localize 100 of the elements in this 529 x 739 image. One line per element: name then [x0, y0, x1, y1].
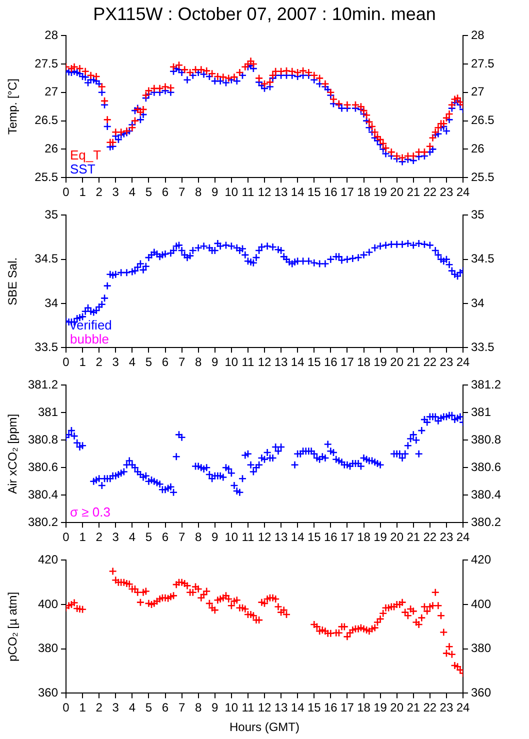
- y2-tick-label: 380.6: [471, 460, 502, 474]
- x-tick-label: 14: [290, 185, 305, 200]
- x-tick-label: 10: [224, 700, 238, 715]
- x-tick-label: 11: [242, 530, 255, 544]
- x-tick-label: 0: [62, 185, 70, 200]
- x-tick-label: 16: [324, 700, 338, 715]
- x-tick-label: 24: [456, 185, 470, 200]
- x-tick-label: 11: [242, 355, 255, 370]
- y2-tick-label: 27: [471, 84, 485, 99]
- y2-tick-label: 34.5: [471, 252, 495, 266]
- y-tick-label: 381: [38, 404, 58, 419]
- y-tick-label: 381.2: [28, 378, 58, 392]
- y-axis-title: Temp. [°C]: [6, 78, 20, 135]
- y2-tick-label: 25.5: [471, 170, 495, 184]
- y2-tick-label: 27.5: [471, 56, 495, 70]
- y2-tick-label: 26: [471, 142, 485, 156]
- y2-tick-label: 26.5: [471, 113, 495, 128]
- x-tick-label: 21: [406, 355, 420, 370]
- x-tick-label: 5: [145, 185, 152, 200]
- x-tick-label: 0: [62, 355, 70, 370]
- x-tick-label: 2: [96, 185, 103, 200]
- x-tick-label: 16: [324, 530, 338, 544]
- x-tick-label: 6: [162, 530, 169, 544]
- x-tick-label: 6: [162, 700, 169, 715]
- x-tick-label: 24: [456, 700, 470, 715]
- x-tick-label: 17: [340, 530, 354, 544]
- y-tick-label: 26.5: [34, 113, 58, 128]
- y2-tick-label: 28: [471, 28, 485, 42]
- x-tick-label: 13: [274, 530, 288, 544]
- x-tick-label: 2: [96, 530, 103, 544]
- x-tick-label: 1: [79, 185, 86, 200]
- x-tick-label: 12: [258, 700, 272, 715]
- x-tick-label: 9: [212, 355, 219, 370]
- x-tick-label: 17: [340, 355, 354, 370]
- x-tick-label: 23: [440, 700, 454, 715]
- x-tick-label: 20: [390, 355, 404, 370]
- y-axis-title: Air xCO₂ [ppm]: [6, 414, 20, 494]
- x-tick-label: 24: [456, 355, 470, 370]
- x-tick-label: 8: [194, 700, 202, 715]
- x-tick-label: 4: [128, 700, 136, 715]
- y-tick-label: 33.5: [34, 340, 58, 354]
- y-tick-label: 360: [38, 686, 58, 700]
- x-tick-label: 5: [145, 355, 152, 370]
- y-tick-label: 28: [44, 28, 58, 42]
- x-tick-label: 23: [440, 530, 454, 544]
- x-tick-label: 19: [374, 700, 388, 715]
- y2-tick-label: 381: [471, 404, 492, 419]
- x-tick-label: 4: [128, 355, 136, 370]
- x-tick-label: 2: [96, 355, 103, 370]
- x-tick-label: 1: [79, 700, 86, 715]
- x-tick-label: 5: [145, 530, 152, 544]
- y-tick-label: 380.6: [28, 460, 58, 474]
- x-tick-label: 21: [406, 185, 420, 200]
- x-tick-label: 14: [290, 530, 305, 544]
- x-tick-label: 13: [274, 185, 288, 200]
- x-tick-label: 8: [194, 530, 202, 544]
- series-label: SST: [70, 162, 96, 177]
- x-tick-label: 19: [374, 185, 388, 200]
- x-tick-label: 12: [258, 355, 272, 370]
- x-tick-label: 15: [307, 530, 322, 544]
- y2-tick-label: 381.2: [471, 378, 502, 392]
- y-tick-label: 26: [44, 142, 58, 156]
- y-tick-label: 34.5: [34, 252, 58, 266]
- x-tick-label: 20: [390, 530, 404, 544]
- x-tick-label: 11: [242, 700, 255, 715]
- x-tick-label: 7: [178, 530, 186, 544]
- x-tick-label: 17: [340, 185, 354, 200]
- x-tick-label: 18: [357, 355, 371, 370]
- y2-tick-label: 33.5: [471, 340, 495, 354]
- x-tick-label: 16: [324, 355, 338, 370]
- x-tick-label: 14: [290, 355, 305, 370]
- y-tick-label: 380.2: [28, 514, 58, 529]
- x-tick-label: 14: [290, 700, 305, 715]
- x-tick-label: 9: [212, 700, 219, 715]
- x-tick-label: 1: [79, 355, 86, 370]
- x-tick-label: 3: [112, 700, 120, 715]
- x-tick-label: 15: [307, 700, 322, 715]
- y2-tick-label: 380.8: [471, 432, 502, 446]
- x-tick-label: 3: [112, 355, 120, 370]
- y-tick-label: 34: [44, 296, 58, 310]
- y2-tick-label: 35: [471, 208, 485, 222]
- x-tick-label: 10: [224, 355, 238, 370]
- y-axis-title: pCO₂ [µ atm]: [6, 592, 20, 662]
- x-tick-label: 17: [340, 700, 354, 715]
- x-tick-label: 15: [307, 185, 322, 200]
- x-tick-label: 10: [224, 530, 238, 544]
- x-tick-label: 1: [79, 530, 86, 544]
- x-axis-title: Hours (GMT): [230, 720, 300, 734]
- x-tick-label: 7: [178, 185, 186, 200]
- x-tick-label: 18: [357, 185, 371, 200]
- series-label: Eq_T: [70, 148, 102, 163]
- x-tick-label: 3: [112, 185, 120, 200]
- x-tick-label: 22: [423, 530, 437, 544]
- chart-title: PX115W : October 07, 2007 : 10min. mean: [93, 4, 436, 24]
- x-tick-label: 7: [178, 700, 186, 715]
- x-tick-label: 16: [324, 185, 338, 200]
- y-tick-label: 420: [38, 552, 58, 567]
- x-tick-label: 6: [162, 185, 169, 200]
- x-tick-label: 4: [128, 530, 136, 544]
- x-tick-label: 5: [145, 700, 152, 715]
